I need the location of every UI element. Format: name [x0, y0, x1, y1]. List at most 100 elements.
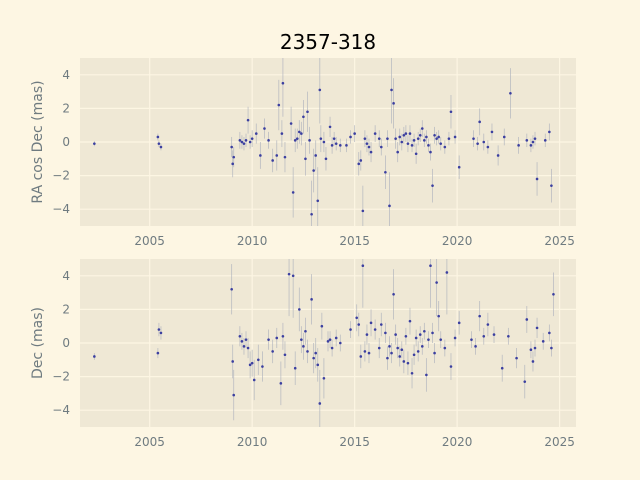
ra-data-point	[433, 133, 436, 137]
ra-data-point	[353, 132, 356, 135]
ra-data-point	[390, 88, 393, 92]
dec-data-point	[267, 338, 270, 341]
dec-data-point	[257, 358, 260, 362]
dec-data-point	[293, 366, 297, 370]
dec-data-point	[406, 361, 410, 365]
ra-data-point	[295, 137, 299, 140]
ra-data-point	[418, 133, 422, 137]
ra-data-point	[275, 154, 279, 157]
dec-data-point	[386, 356, 389, 360]
dec-data-point	[492, 333, 496, 336]
ra-data-point	[369, 150, 373, 154]
dec-data-point	[529, 348, 533, 352]
dec-ytick-label: 0	[62, 336, 70, 350]
dec-data-point	[482, 334, 486, 338]
dec-data-point	[437, 314, 440, 318]
ra-data-point	[525, 139, 529, 142]
ra-data-point	[308, 139, 311, 142]
ra-data-point	[306, 110, 309, 114]
dec-data-point	[373, 328, 377, 331]
ra-data-point	[476, 142, 479, 145]
ra-data-point	[283, 155, 287, 159]
ra-data-point	[250, 137, 254, 140]
dec-data-point	[359, 355, 363, 358]
ra-data-point	[322, 140, 326, 144]
dec-data-point	[246, 346, 250, 350]
dec-xtick-label: 2015	[339, 435, 370, 449]
dec-data-point	[326, 340, 330, 343]
ra-data-point	[517, 144, 520, 147]
ra-data-point	[277, 103, 281, 107]
dec-data-point	[548, 331, 551, 335]
dec-data-point	[398, 355, 402, 358]
ra-data-point	[324, 157, 328, 161]
dec-data-point	[298, 308, 301, 311]
dec-data-point	[390, 351, 393, 355]
ra-data-point	[271, 159, 274, 162]
dec-data-point	[552, 292, 555, 296]
ra-data-point	[435, 137, 438, 140]
dec-data-point	[410, 371, 414, 375]
ra-data-point	[502, 135, 506, 139]
ra-data-point	[263, 127, 266, 130]
ra-data-point	[443, 145, 447, 149]
dec-data-point	[402, 360, 406, 363]
ra-data-point	[345, 144, 348, 147]
dec-data-point	[427, 338, 430, 341]
dec-data-point	[443, 346, 447, 350]
dec-data-point	[525, 318, 529, 321]
ra-ytick-label: 4	[62, 68, 70, 82]
dec-data-point	[250, 361, 254, 365]
dec-data-point	[435, 281, 438, 284]
ra-data-point	[328, 125, 332, 129]
dec-data-point	[320, 324, 324, 328]
ra-data-point	[357, 162, 361, 166]
dec-data-point	[338, 341, 342, 345]
chart-title: 2357-318	[280, 30, 376, 54]
ra-xtick-label: 2010	[237, 234, 268, 248]
dec-data-point	[535, 326, 539, 330]
dec-data-point	[416, 350, 420, 353]
ra-ytick-label: 0	[62, 135, 70, 149]
dec-data-point	[449, 365, 453, 368]
dec-data-point	[474, 345, 477, 348]
dec-data-point	[244, 338, 248, 341]
ra-data-point	[416, 137, 420, 140]
dec-data-point	[425, 373, 428, 377]
dec-ytick-label: 2	[62, 302, 70, 316]
dec-data-point	[412, 353, 416, 357]
dec-data-point	[470, 338, 473, 341]
dec-data-point	[550, 346, 553, 350]
dec-data-point	[439, 338, 443, 341]
dec-data-point	[457, 321, 461, 325]
dec-data-point	[515, 356, 518, 360]
ra-data-point	[429, 150, 432, 154]
ra-data-point	[330, 144, 334, 147]
ra-data-point	[332, 137, 336, 140]
dec-data-point	[231, 360, 234, 363]
ra-data-point	[319, 137, 323, 140]
dec-data-point	[394, 333, 397, 336]
ra-data-point	[543, 139, 547, 142]
dec-data-point	[275, 336, 279, 340]
dec-data-point	[369, 321, 373, 325]
dec-xtick-label: 2005	[134, 435, 165, 449]
ra-data-point	[486, 145, 490, 149]
ra-data-point	[406, 142, 410, 145]
dec-data-point	[533, 346, 537, 350]
ra-data-point	[291, 191, 295, 194]
ra-data-point	[254, 132, 258, 135]
dec-data-point	[500, 366, 504, 370]
dec-data-point	[367, 351, 371, 355]
ra-data-point	[394, 137, 397, 140]
ra-data-point	[437, 135, 440, 139]
ra-data-point	[316, 199, 320, 203]
dec-data-point	[400, 348, 404, 352]
dec-xtick-label: 2010	[237, 435, 268, 449]
ra-data-point	[312, 169, 315, 172]
ra-ytick-label: −4	[52, 202, 70, 216]
ra-data-point	[281, 81, 285, 85]
ra-data-point	[439, 142, 443, 145]
ra-data-point	[359, 159, 363, 162]
ra-data-point	[289, 122, 293, 125]
